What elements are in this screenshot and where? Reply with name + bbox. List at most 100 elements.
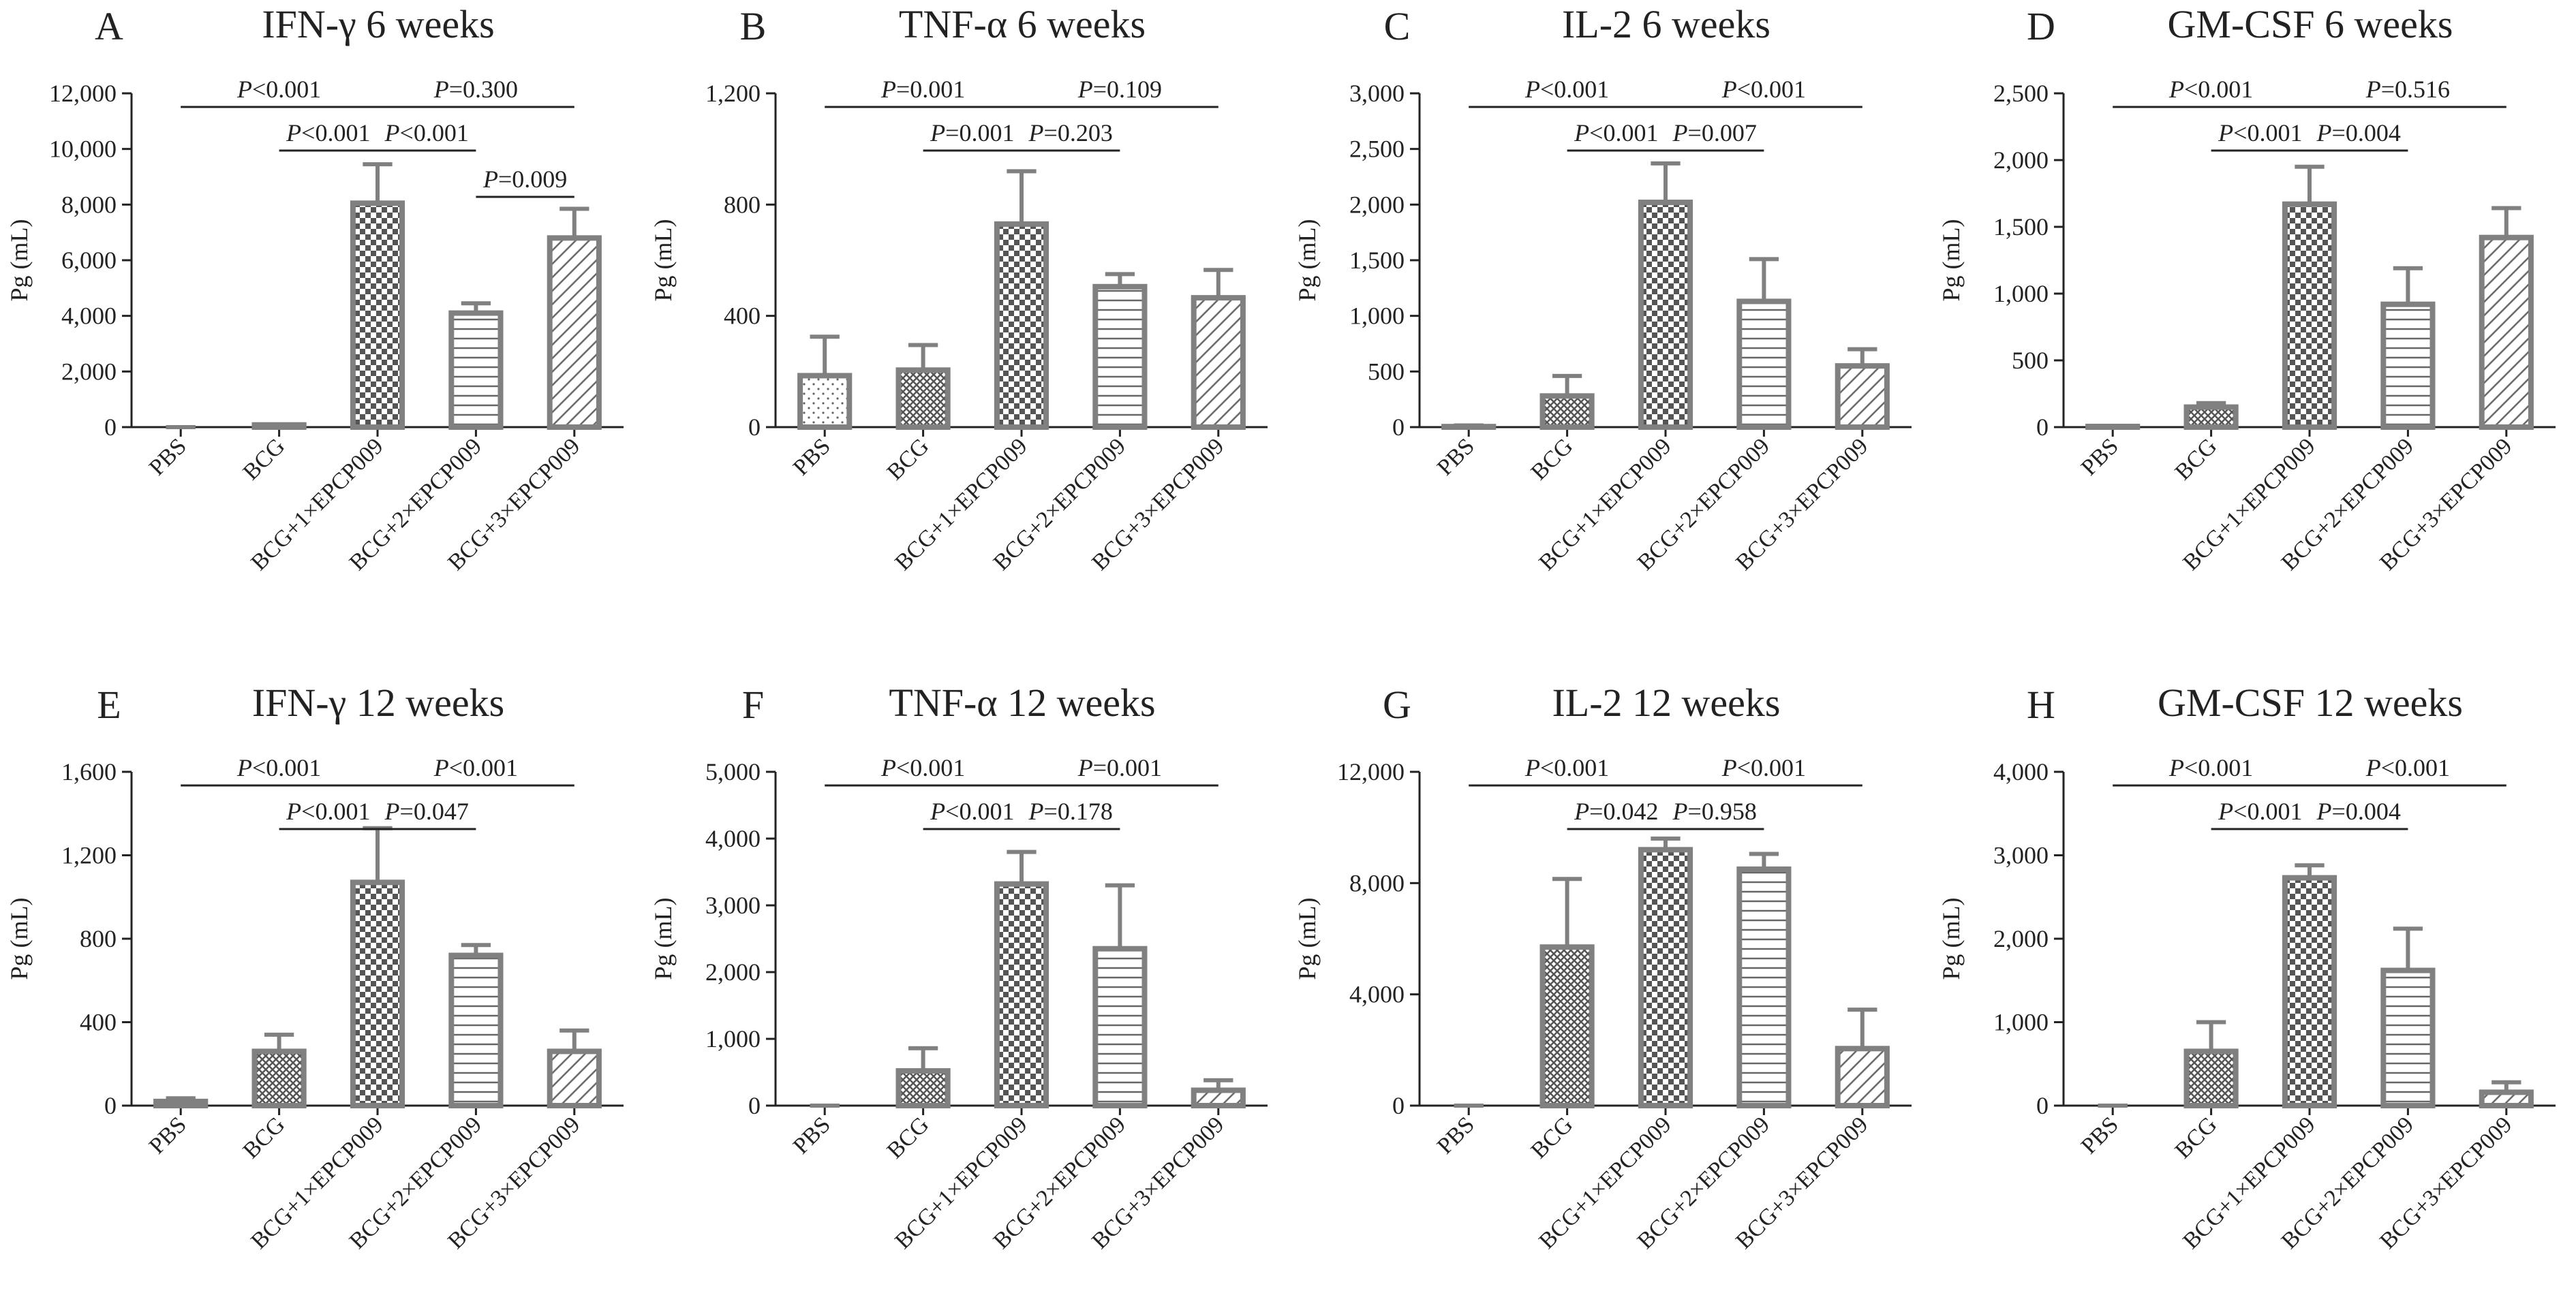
p-value-label: P=0.203 xyxy=(1028,119,1113,146)
bar xyxy=(1092,946,1148,1108)
x-tick-label: BCG xyxy=(1527,433,1578,485)
bar xyxy=(2085,424,2141,431)
y-tick-label: 0 xyxy=(748,414,761,441)
bar xyxy=(994,221,1049,430)
y-tick-label: 1,000 xyxy=(705,1025,761,1052)
p-value-label: P=0.004 xyxy=(2316,798,2401,825)
p-value-label: P<0.001 xyxy=(1721,754,1806,781)
p-value-label: P<0.001 xyxy=(1524,76,1609,103)
bar xyxy=(2282,201,2337,430)
bar xyxy=(547,1048,602,1108)
p-value-label: P<0.001 xyxy=(2168,76,2253,103)
y-tick-label: 5,000 xyxy=(705,758,761,785)
x-tick-label: PBS xyxy=(788,1112,835,1159)
bar xyxy=(895,1068,951,1109)
bar xyxy=(1539,944,1595,1108)
y-tick-label: 500 xyxy=(1368,358,1405,385)
bar xyxy=(251,422,307,431)
x-tick-label: PBS xyxy=(1432,1112,1479,1159)
bar xyxy=(2183,1048,2239,1108)
y-tick-label: 1,000 xyxy=(1349,302,1405,330)
x-tick-label: BCG xyxy=(883,433,934,485)
chart-title: IFN-γ 6 weeks xyxy=(262,2,494,46)
p-value-label: P=0.001 xyxy=(880,76,965,103)
p-value-label: P<0.001 xyxy=(1721,76,1806,103)
bar xyxy=(1835,1046,1890,1108)
bar xyxy=(1539,393,1595,430)
y-tick-label: 0 xyxy=(748,1092,761,1119)
y-tick-label: 1,500 xyxy=(1349,247,1405,274)
p-value-label: P=0.300 xyxy=(433,76,518,103)
chart-title: GM-CSF 6 weeks xyxy=(2168,2,2453,46)
bar xyxy=(2282,875,2337,1108)
y-tick-label: 10,000 xyxy=(49,136,117,163)
y-tick-label: 0 xyxy=(1392,414,1405,441)
p-value-label: P<0.001 xyxy=(2168,754,2253,781)
bar xyxy=(350,200,405,430)
panel-letter: A xyxy=(95,4,123,48)
bar xyxy=(448,310,504,431)
y-tick-label: 8,000 xyxy=(61,191,117,218)
p-value-label: P<0.001 xyxy=(236,76,321,103)
y-axis-label: Pg (mL) xyxy=(1937,898,1965,980)
y-axis-label: Pg (mL) xyxy=(649,219,677,302)
p-value-label: P<0.001 xyxy=(236,754,321,781)
p-value-label: P=0.001 xyxy=(930,119,1014,146)
bar xyxy=(2380,301,2436,430)
y-tick-label: 6,000 xyxy=(61,247,117,274)
bar xyxy=(1191,1087,1246,1108)
y-tick-label: 3,000 xyxy=(1349,80,1405,107)
y-tick-label: 4,000 xyxy=(1993,758,2049,785)
bar xyxy=(547,235,602,430)
p-value-label: P<0.001 xyxy=(2218,119,2302,146)
y-tick-label: 1,600 xyxy=(61,758,117,785)
p-value-label: P=0.516 xyxy=(2365,76,2450,103)
panel-letter: E xyxy=(97,683,121,727)
chart-title: TNF-α 12 weeks xyxy=(889,681,1155,725)
bar xyxy=(2479,234,2534,430)
y-tick-label: 12,000 xyxy=(49,80,117,107)
chart-title: GM-CSF 12 weeks xyxy=(2158,681,2463,725)
bar xyxy=(1092,283,1148,430)
p-value-label: P<0.001 xyxy=(880,754,965,781)
bar xyxy=(1736,866,1792,1108)
y-tick-label: 2,500 xyxy=(1993,80,2049,107)
panel-letter: G xyxy=(1383,683,1411,727)
panel-letter: H xyxy=(2027,683,2055,727)
y-tick-label: 0 xyxy=(1392,1092,1405,1119)
p-value-label: P<0.001 xyxy=(286,119,370,146)
bar xyxy=(251,1048,307,1108)
p-value-label: P<0.001 xyxy=(2365,754,2450,781)
bar xyxy=(2380,967,2436,1109)
y-tick-label: 2,000 xyxy=(61,358,117,385)
p-value-label: P=0.001 xyxy=(1077,754,1162,781)
x-tick-label: BCG xyxy=(883,1112,934,1164)
p-value-label: P=0.042 xyxy=(1574,798,1658,825)
p-value-label: P=0.109 xyxy=(1077,76,1162,103)
y-tick-label: 2,000 xyxy=(1993,146,2049,174)
y-tick-label: 2,000 xyxy=(1349,191,1405,218)
p-value-label: P=0.958 xyxy=(1672,798,1757,825)
chart-title: IL-2 12 weeks xyxy=(1552,681,1780,725)
chart-title: IFN-γ 12 weeks xyxy=(252,681,504,725)
panel-letter: F xyxy=(742,683,764,727)
bar xyxy=(1441,424,1497,431)
y-tick-label: 800 xyxy=(80,925,117,952)
bar xyxy=(153,1098,209,1108)
x-tick-label: PBS xyxy=(788,433,835,480)
chart-title: TNF-α 6 weeks xyxy=(899,2,1146,46)
y-tick-label: 4,000 xyxy=(705,825,761,852)
y-tick-label: 0 xyxy=(2036,1092,2049,1119)
y-tick-label: 1,500 xyxy=(1993,213,2049,240)
panel-letter: D xyxy=(2027,4,2055,48)
bar xyxy=(895,367,951,431)
y-axis-label: Pg (mL) xyxy=(1293,898,1321,980)
p-value-label: P<0.001 xyxy=(930,798,1014,825)
y-tick-label: 1,000 xyxy=(1993,280,2049,307)
y-tick-label: 2,000 xyxy=(705,958,761,986)
bar xyxy=(1638,200,1693,430)
bar xyxy=(2183,404,2239,430)
bar xyxy=(1638,847,1693,1109)
bar xyxy=(1191,295,1246,430)
